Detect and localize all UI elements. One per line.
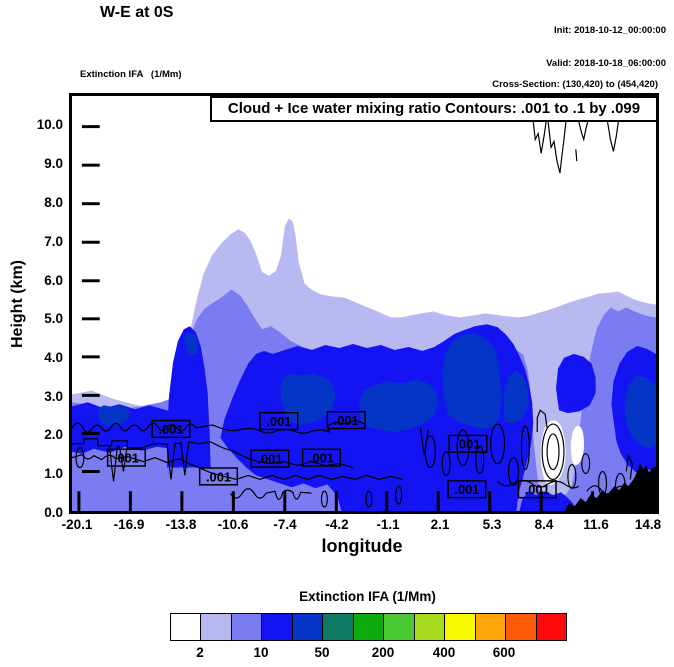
y-tick-label: 6.0 (44, 273, 63, 288)
contour-label: .001 (158, 422, 183, 437)
cross-section-info: Cross-Section: (130,420) to (454,420) (492, 79, 658, 90)
y-tick-label: 5.0 (44, 311, 63, 326)
y-tick-label: 3.0 (44, 389, 63, 404)
y-tick-label: 8.0 (44, 195, 63, 210)
x-tick-label: -4.2 (325, 517, 349, 532)
field-line-extinction: Extinction IFA (1/Mm) (80, 69, 182, 80)
colorbar-cell (353, 614, 385, 640)
colorbar-cell (414, 614, 446, 640)
contour-info-banner: Cloud + Ice water mixing ratio Contours:… (210, 96, 658, 122)
contour-label: .001 (206, 469, 231, 484)
colorbar-cell (231, 614, 263, 640)
colorbar-cell (445, 614, 476, 640)
y-tick-label: 9.0 (44, 156, 63, 171)
y-tick-label: 0.0 (44, 505, 63, 520)
x-tick-label: -20.1 (61, 517, 93, 532)
cloud-ice-contour-lines (72, 409, 639, 508)
contour-plot-canvas: .001 .001 .001 .001 .001 .001 .001 .001 … (72, 121, 656, 511)
run-times: Init: 2018-10-12_00:00:00 Valid: 2018-10… (546, 3, 666, 80)
contour-label-boxes: .001 .001 .001 .001 .001 .001 .001 .001 … (106, 410, 557, 499)
y-tick-label: 7.0 (44, 234, 63, 249)
x-tick-label: -16.9 (113, 517, 145, 532)
x-tick-label: 11.6 (583, 517, 609, 532)
colorbar-tick-label: 600 (492, 645, 516, 660)
colorbar-cell (475, 614, 507, 640)
y-tick-label: 1.0 (44, 466, 63, 481)
colorbar-title: Extinction IFA (1/Mm) (299, 589, 436, 604)
x-tick-label: -7.4 (273, 517, 297, 532)
colorbar-cell (201, 614, 232, 640)
colorbar-cell (292, 614, 324, 640)
contour-label: .001 (525, 482, 550, 497)
contour-label: .001 (455, 437, 480, 452)
contour-label: .001 (454, 482, 479, 497)
init-time: Init: 2018-10-12_00:00:00 (554, 25, 666, 36)
terrain-silhouette (564, 463, 656, 511)
contour-label: .001 (257, 452, 282, 467)
x-tick-label: 5.3 (482, 517, 502, 532)
y-tick-label: 10.0 (36, 117, 63, 132)
colorbar-cell (323, 614, 354, 640)
x-tick-label: -13.8 (165, 517, 197, 532)
upper-ice-contour-spikes (532, 121, 619, 174)
valid-time: Valid: 2018-10-18_06:00:00 (546, 58, 666, 69)
x-tick-label: -10.6 (217, 517, 249, 532)
colorbar-cell (171, 614, 202, 640)
colorbar-cell (536, 614, 567, 640)
axis-ticks (77, 125, 646, 511)
colorbar-tick-label: 2 (196, 645, 204, 660)
colorbar (170, 613, 567, 641)
contour-label: .001 (309, 451, 334, 466)
colorbar-tick-label: 10 (253, 645, 269, 660)
x-axis-title: longitude (321, 536, 403, 556)
colorbar-tick-label: 50 (314, 645, 330, 660)
colorbar-cell (262, 614, 293, 640)
contour-label: .001 (114, 451, 139, 466)
x-tick-label: 14.8 (634, 517, 662, 532)
contour-label: .001 (266, 414, 291, 429)
colorbar-cell (384, 614, 415, 640)
y-tick-label: 4.0 (44, 350, 63, 365)
colorbar-tick-label: 400 (432, 645, 456, 660)
colorbar-tick-label: 200 (371, 645, 395, 660)
cross-section-plot: .001 .001 .001 .001 .001 .001 .001 .001 … (69, 93, 659, 514)
contour-label: .001 (334, 413, 359, 428)
page-title: W-E at 0S (100, 4, 174, 21)
x-tick-label: 8.4 (534, 517, 554, 532)
clear-air-holes (540, 420, 584, 485)
x-tick-label: -1.1 (376, 517, 400, 532)
extinction-filled-contours (72, 218, 656, 511)
y-tick-label: 2.0 (44, 427, 63, 442)
x-tick-label: 2.1 (430, 517, 450, 532)
colorbar-cell (506, 614, 537, 640)
